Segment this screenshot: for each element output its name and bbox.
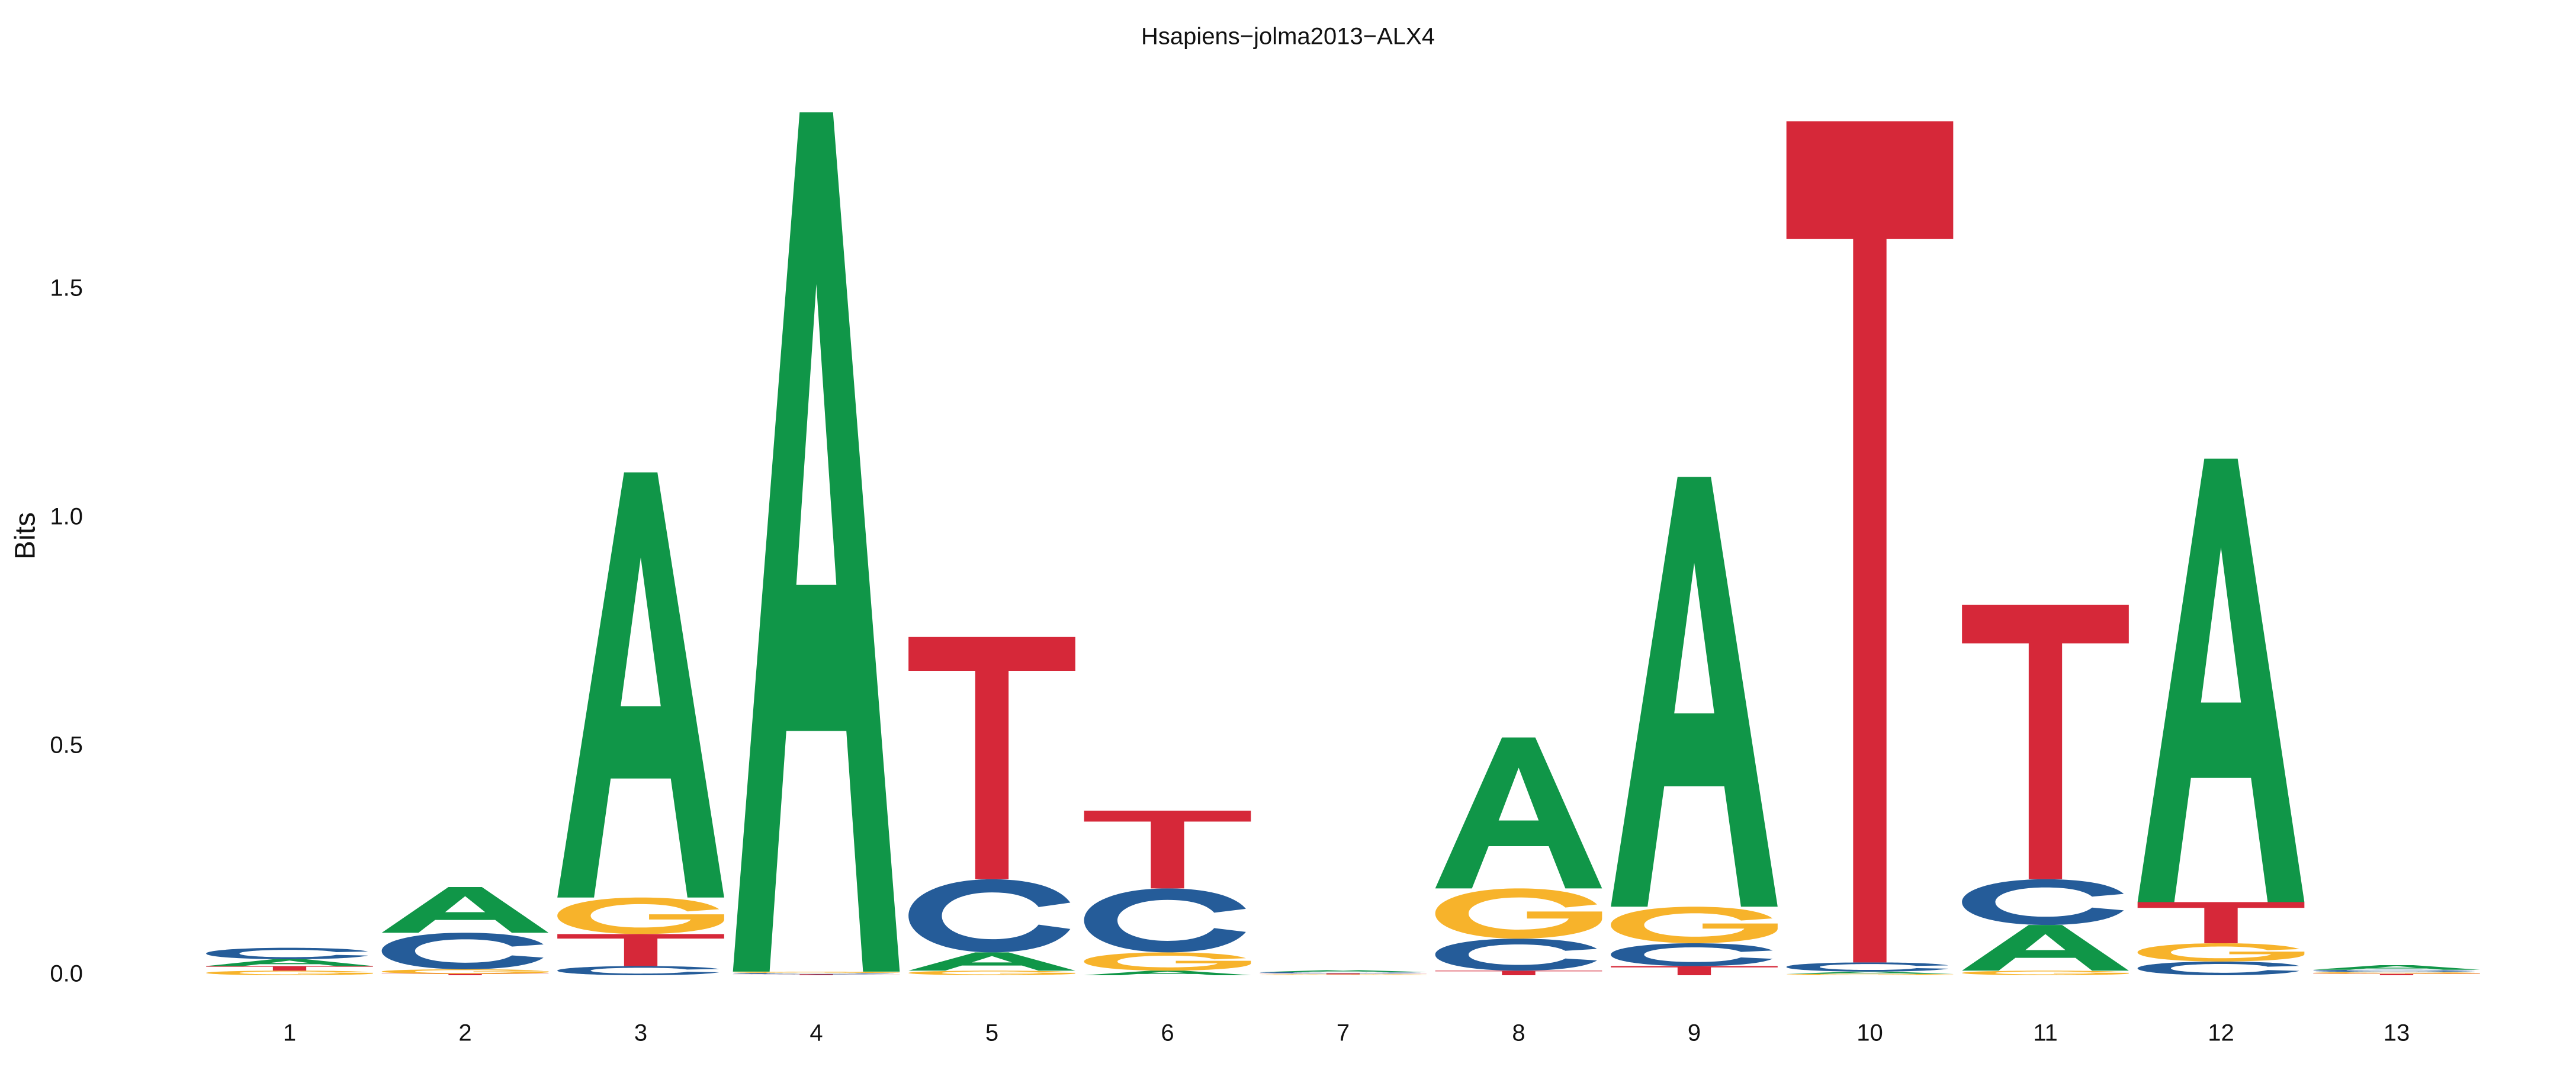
y-axis-label: Bits <box>10 512 41 560</box>
letter <box>381 887 549 933</box>
letter <box>733 971 900 973</box>
letter <box>1962 605 2129 879</box>
letter <box>1435 939 1597 971</box>
letter <box>206 966 373 971</box>
letter <box>1084 888 1246 953</box>
letter <box>1084 970 1251 975</box>
y-tick-label: 0.5 <box>50 732 83 759</box>
x-tick-label: 6 <box>1161 1020 1174 1046</box>
letter <box>557 966 720 975</box>
letter <box>1260 970 1427 972</box>
letter <box>1260 972 1422 973</box>
y-tick-label: 0.0 <box>50 961 83 987</box>
x-tick-label: 12 <box>2208 1020 2234 1046</box>
letter <box>1962 970 2129 975</box>
x-tick-label: 10 <box>1856 1020 1883 1046</box>
letter <box>1611 907 1778 943</box>
letter <box>2313 969 2475 972</box>
letter <box>557 472 724 898</box>
letter <box>733 973 895 975</box>
x-tick-label: 9 <box>1688 1020 1701 1046</box>
x-tick-label: 7 <box>1337 1020 1350 1046</box>
letter <box>733 112 900 972</box>
letter <box>2137 943 2305 962</box>
letter <box>908 637 1075 879</box>
letter <box>1084 811 1251 889</box>
x-tick-label: 5 <box>985 1020 998 1046</box>
x-tick-label: 4 <box>810 1020 823 1046</box>
y-tick-label: 1.0 <box>50 504 83 530</box>
letter <box>1260 973 1427 975</box>
letter <box>381 973 549 975</box>
letter <box>1962 879 2124 925</box>
letter <box>2313 973 2480 975</box>
y-tick-label: 1.5 <box>50 275 83 301</box>
letter <box>1435 737 1602 889</box>
letter <box>381 933 544 969</box>
letter <box>1962 925 2129 971</box>
x-tick-label: 1 <box>283 1020 296 1046</box>
letter <box>1611 477 1778 907</box>
letter <box>557 934 724 966</box>
letter <box>1786 973 1954 975</box>
letter <box>206 947 368 959</box>
letter <box>206 970 373 975</box>
letter <box>1786 121 1954 963</box>
letter <box>733 974 900 975</box>
letter <box>1611 966 1778 975</box>
letter <box>908 970 1075 975</box>
letter <box>2313 972 2480 974</box>
letter <box>1786 962 1948 972</box>
letter <box>1435 970 1602 975</box>
letter <box>1786 971 1954 974</box>
x-tick-label: 13 <box>2384 1020 2410 1046</box>
x-tick-label: 8 <box>1512 1020 1525 1046</box>
letter <box>2137 902 2305 943</box>
letter <box>1260 974 1427 975</box>
letter <box>1435 888 1602 939</box>
letter <box>2137 458 2305 902</box>
x-tick-label: 3 <box>634 1020 647 1046</box>
letter <box>2137 961 2299 975</box>
x-tick-label: 11 <box>2033 1020 2058 1046</box>
letter <box>2313 965 2480 970</box>
letter <box>381 969 549 974</box>
letter <box>557 897 724 934</box>
letter <box>1084 952 1251 971</box>
letter <box>1611 943 1773 966</box>
x-tick-label: 2 <box>458 1020 471 1046</box>
letter <box>908 952 1075 971</box>
letter <box>908 879 1071 953</box>
letter <box>206 959 373 966</box>
chart-title: Hsapiens−jolma2013−ALX4 <box>1141 24 1435 50</box>
